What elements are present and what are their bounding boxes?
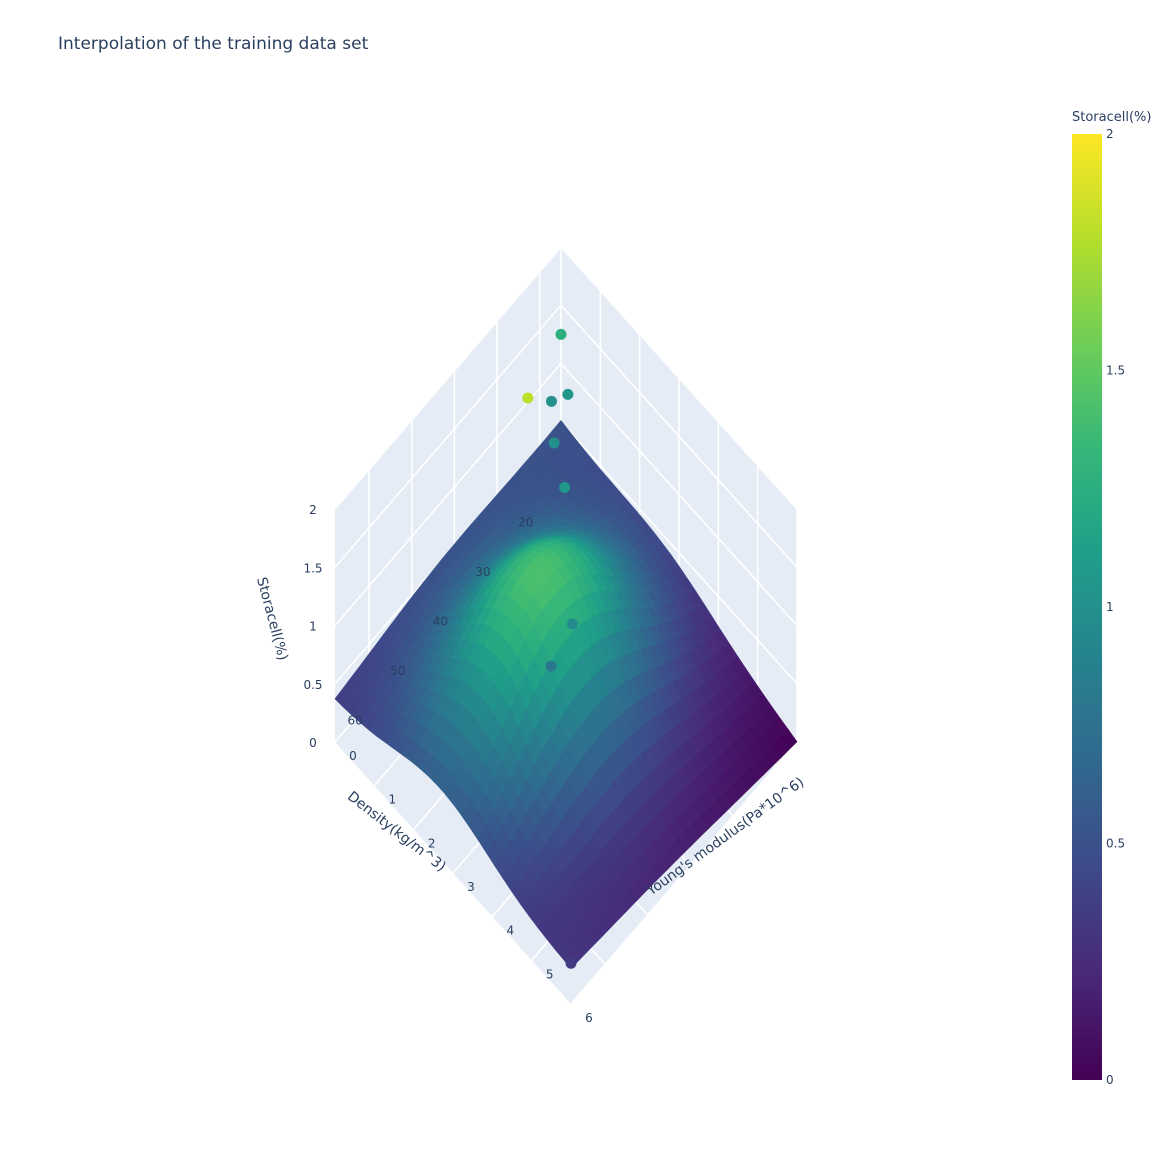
y-tick-label: 20 <box>518 516 533 530</box>
surface <box>334 420 798 969</box>
scatter-points <box>522 328 578 969</box>
scatter-point <box>562 388 574 400</box>
scatter-point <box>522 392 534 404</box>
grid-z-x <box>560 304 798 568</box>
colorbar-tick-label: 1 <box>1106 600 1114 614</box>
grid-x-floor <box>570 741 798 1005</box>
x-tick-label: 0 <box>349 749 357 763</box>
scatter-point <box>555 328 567 340</box>
x-tick-label: 3 <box>467 880 475 894</box>
colorbar-tick-label: 1.5 <box>1106 364 1125 378</box>
chart-title: Interpolation of the training data set <box>58 34 369 54</box>
x-tick-label: 5 <box>546 967 554 981</box>
y-tick-label: 60 <box>347 713 362 727</box>
colorbar-tick-label: 0 <box>1106 1073 1114 1087</box>
scatter-point <box>565 957 577 969</box>
grid-z-y <box>334 304 562 568</box>
y-tick-label: 40 <box>433 615 448 629</box>
scatter-point <box>545 395 557 407</box>
colorbar-tick-label: 2 <box>1106 127 1114 141</box>
z-axis-title: Storacell(%) <box>253 576 291 663</box>
colorbar-gradient <box>1072 134 1102 1080</box>
grid-z-x <box>560 246 798 510</box>
axis-ticks: 0 0.5 1 1.5 2 20 30 40 50 60 0 1 2 3 4 5 6 <box>303 503 592 1025</box>
z-tick-label: 0.5 <box>303 678 322 692</box>
x-tick-label: 2 <box>428 836 436 850</box>
colorbar-tick-label: 0.5 <box>1106 837 1125 851</box>
y-tick-label: 30 <box>475 565 490 579</box>
grid-z-y <box>334 362 562 627</box>
grid-z-x <box>560 362 798 627</box>
scatter-point <box>545 660 557 672</box>
scatter-point <box>548 437 560 449</box>
grid-z-x <box>560 421 798 685</box>
grid-z-y <box>334 246 562 510</box>
x-tick-label: 1 <box>389 793 397 807</box>
x-tick-label: 4 <box>507 924 515 938</box>
scatter-point <box>566 618 578 630</box>
z-tick-label: 0 <box>309 736 317 750</box>
z-tick-label: 1 <box>309 620 317 634</box>
z-tick-label: 2 <box>309 503 317 517</box>
z-tick-label: 1.5 <box>303 561 322 575</box>
y-tick-label: 50 <box>390 664 405 678</box>
colorbar-title: Storacell(%) <box>1072 110 1152 125</box>
colorbar: 0 0.5 1 1.5 2 <box>1072 127 1125 1087</box>
scatter-point <box>559 481 571 493</box>
x-tick-label: 6 <box>585 1011 593 1025</box>
